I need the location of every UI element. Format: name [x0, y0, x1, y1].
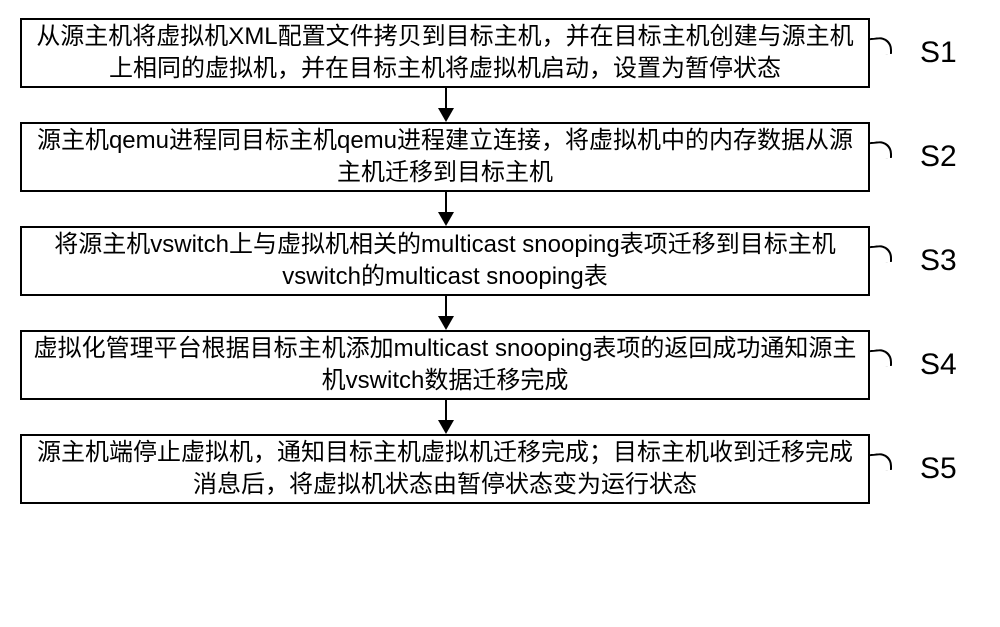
connector-curve	[870, 36, 892, 56]
step-text: 从源主机将虚拟机XML配置文件拷贝到目标主机，并在目标主机创建与源主机上相同的虚…	[28, 21, 862, 86]
step-box-s1: 从源主机将虚拟机XML配置文件拷贝到目标主机，并在目标主机创建与源主机上相同的虚…	[20, 18, 870, 88]
step-label-s4: S4	[920, 348, 957, 382]
step-text: 虚拟化管理平台根据目标主机添加multicast snooping表项的返回成功…	[28, 333, 862, 398]
step-text: 将源主机vswitch上与虚拟机相关的multicast snooping表项迁…	[28, 229, 862, 294]
connector-curve	[870, 348, 892, 368]
arrow-head-icon	[438, 420, 454, 434]
arrow-down	[20, 88, 870, 122]
arrow-shaft	[445, 296, 447, 316]
step-connector	[870, 18, 916, 88]
step-box-s2: 源主机qemu进程同目标主机qemu进程建立连接，将虚拟机中的内存数据从源主机迁…	[20, 122, 870, 192]
arrow-down	[20, 400, 870, 434]
step-box-s5: 源主机端停止虚拟机，通知目标主机虚拟机迁移完成；目标主机收到迁移完成消息后，将虚…	[20, 434, 870, 504]
step-connector	[870, 434, 916, 504]
step-row-s2: 源主机qemu进程同目标主机qemu进程建立连接，将虚拟机中的内存数据从源主机迁…	[20, 122, 980, 192]
arrow-shaft	[445, 88, 447, 108]
step-box-s4: 虚拟化管理平台根据目标主机添加multicast snooping表项的返回成功…	[20, 330, 870, 400]
step-connector	[870, 226, 916, 296]
step-label-s2: S2	[920, 140, 957, 174]
step-row-s1: 从源主机将虚拟机XML配置文件拷贝到目标主机，并在目标主机创建与源主机上相同的虚…	[20, 18, 980, 88]
step-row-s4: 虚拟化管理平台根据目标主机添加multicast snooping表项的返回成功…	[20, 330, 980, 400]
connector-curve	[870, 244, 892, 264]
arrow-down	[20, 296, 870, 330]
step-row-s5: 源主机端停止虚拟机，通知目标主机虚拟机迁移完成；目标主机收到迁移完成消息后，将虚…	[20, 434, 980, 504]
arrow-head-icon	[438, 108, 454, 122]
arrow-head-icon	[438, 316, 454, 330]
step-connector	[870, 122, 916, 192]
arrow-head-icon	[438, 212, 454, 226]
step-text: 源主机端停止虚拟机，通知目标主机虚拟机迁移完成；目标主机收到迁移完成消息后，将虚…	[28, 437, 862, 502]
arrow-shaft	[445, 400, 447, 420]
step-connector	[870, 330, 916, 400]
step-label-s3: S3	[920, 244, 957, 278]
step-text: 源主机qemu进程同目标主机qemu进程建立连接，将虚拟机中的内存数据从源主机迁…	[28, 125, 862, 190]
step-box-s3: 将源主机vswitch上与虚拟机相关的multicast snooping表项迁…	[20, 226, 870, 296]
step-label-s5: S5	[920, 452, 957, 486]
flowchart-container: 从源主机将虚拟机XML配置文件拷贝到目标主机，并在目标主机创建与源主机上相同的虚…	[20, 18, 980, 504]
step-row-s3: 将源主机vswitch上与虚拟机相关的multicast snooping表项迁…	[20, 226, 980, 296]
connector-curve	[870, 140, 892, 160]
step-label-s1: S1	[920, 36, 957, 70]
arrow-shaft	[445, 192, 447, 212]
connector-curve	[870, 452, 892, 472]
arrow-down	[20, 192, 870, 226]
